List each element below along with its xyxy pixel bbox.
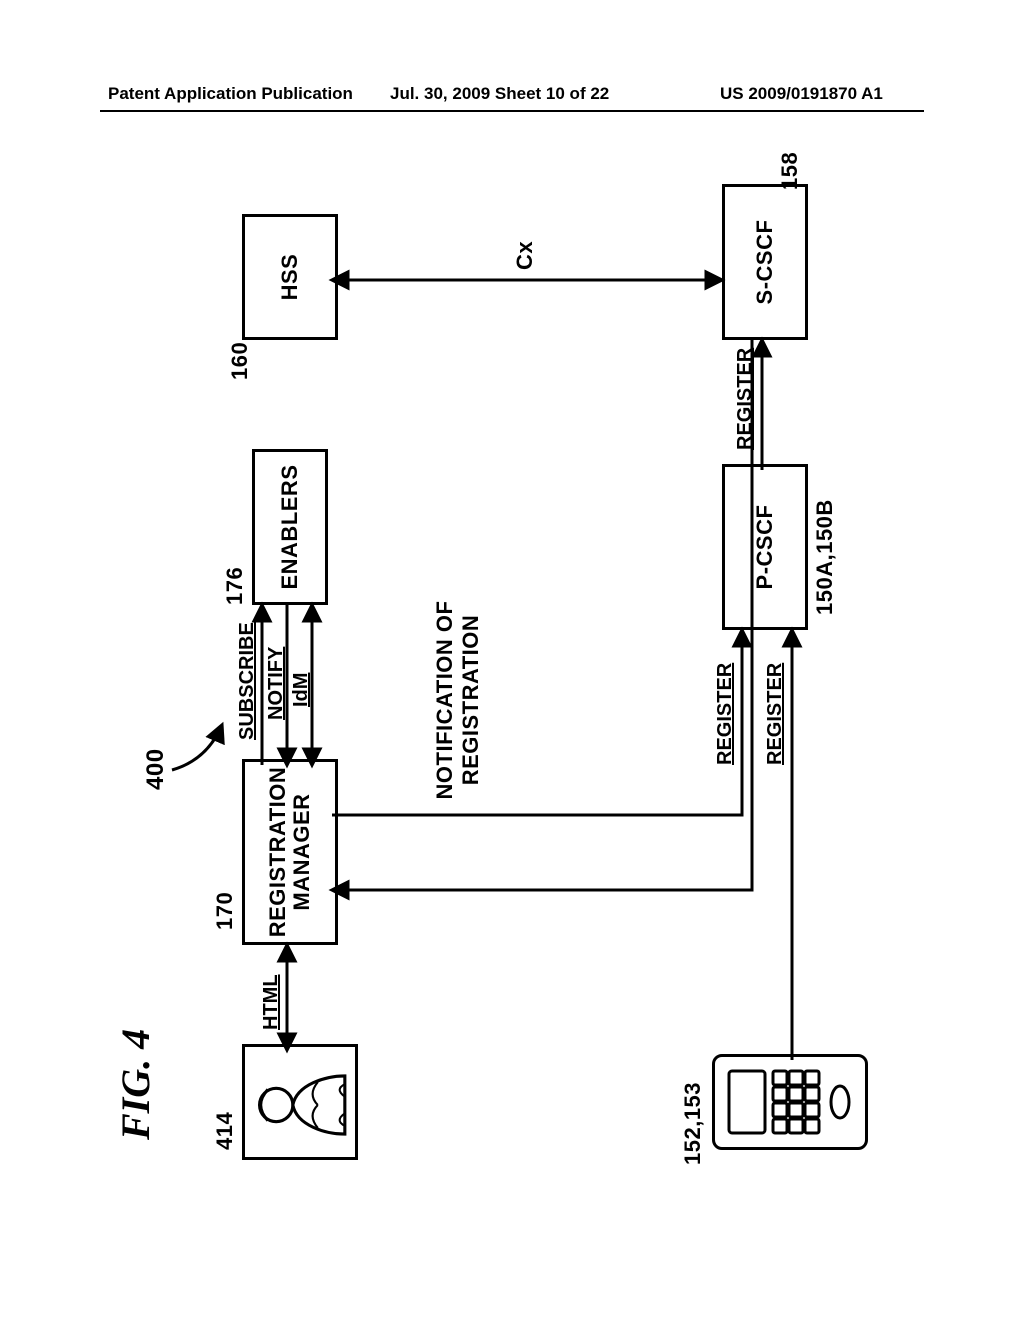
header-mid: Jul. 30, 2009 Sheet 10 of 22 xyxy=(390,84,609,104)
header-right: US 2009/0191870 A1 xyxy=(720,84,883,104)
label-register-regmgr-pcscf: REGISTER xyxy=(714,663,737,765)
label-notification-of-registration: NOTIFICATION OF REGISTRATION xyxy=(432,590,484,810)
label-register-phone-pcscf: REGISTER xyxy=(764,663,787,765)
label-cx: Cx xyxy=(512,241,538,270)
label-html: HTML xyxy=(260,974,283,1030)
connectors xyxy=(112,170,912,1190)
label-register-pcscf-scscf: REGISTER xyxy=(734,348,757,450)
header-left: Patent Application Publication xyxy=(108,84,353,104)
label-subscribe: SUBSCRIBE xyxy=(236,622,259,740)
label-notify: NOTIFY xyxy=(265,647,288,720)
label-idm: IdM xyxy=(290,673,313,707)
figure-4-diagram: FIG. 4 400 414 REGISTRATION MANAGER 170 xyxy=(112,170,912,1190)
header-rule xyxy=(100,110,924,112)
